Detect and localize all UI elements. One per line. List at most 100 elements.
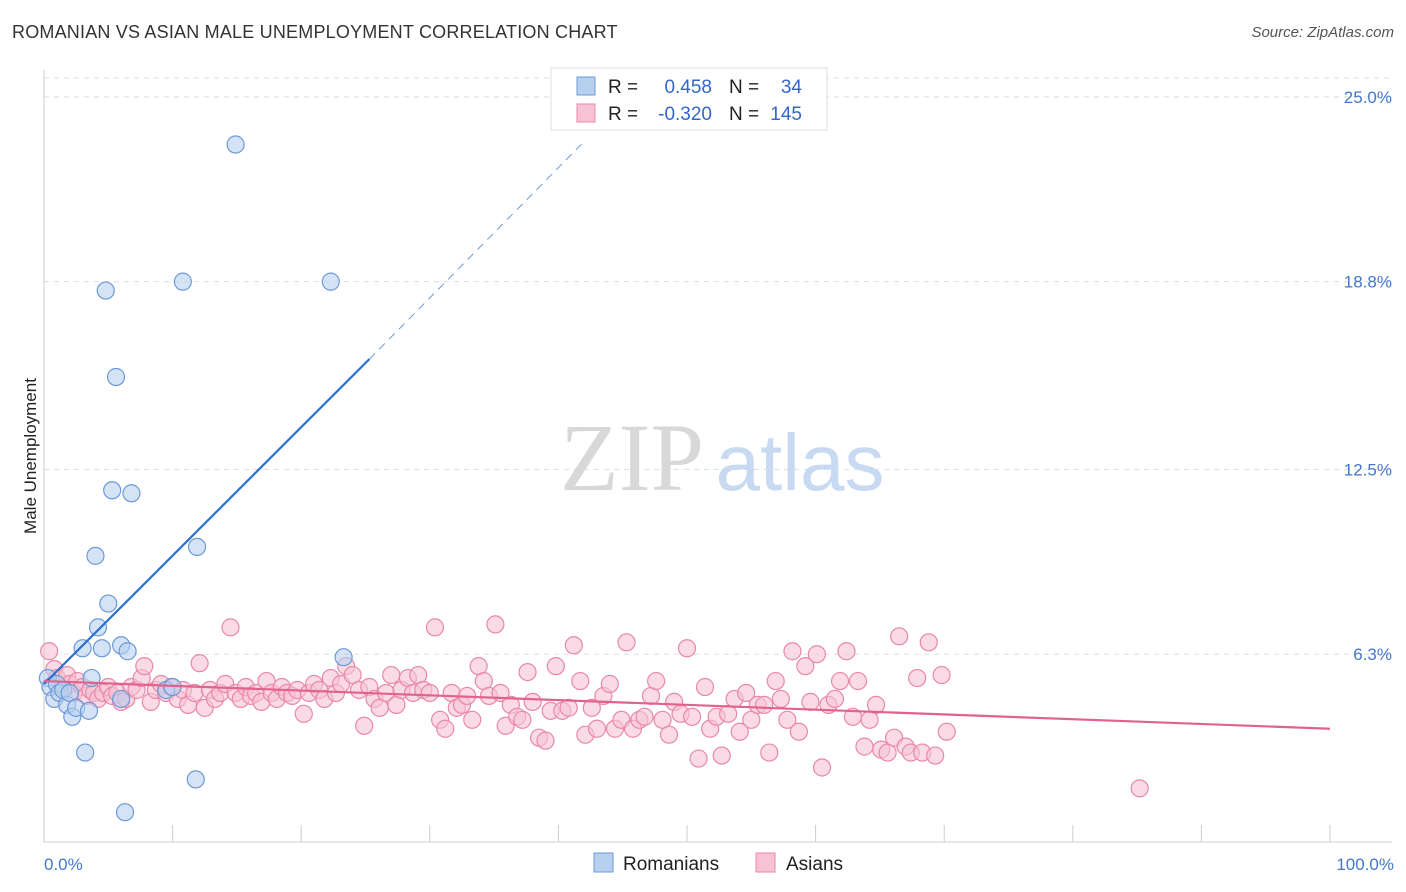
asian-point-63 — [355, 716, 374, 735]
romanian-point-31 — [226, 135, 245, 154]
asian-point-93 — [518, 663, 537, 682]
romanian-point-14 — [86, 546, 105, 565]
asian-point-117 — [659, 725, 679, 744]
asian-point-104 — [582, 698, 601, 717]
asian-point-102 — [571, 671, 590, 691]
asian-point-83 — [463, 710, 482, 729]
asian-point-129 — [730, 722, 749, 741]
bottom-legend-asians: Asians — [786, 854, 843, 875]
legend-n-label-romanians: N = — [729, 77, 759, 98]
asian-point-150 — [855, 737, 874, 756]
asian-point-130 — [737, 683, 756, 703]
asian-point-96 — [536, 731, 555, 750]
y-tick-label-3: 25.0% — [1344, 88, 1392, 107]
x-tick-label-max: 100.0% — [1336, 855, 1394, 874]
legend-swatch-romanians — [576, 76, 596, 96]
romanian-point-10 — [73, 639, 92, 658]
romanian-point-23 — [115, 803, 135, 822]
asian-point-164 — [937, 722, 956, 741]
asian-point-87 — [486, 615, 505, 634]
asian-point-145 — [825, 689, 844, 709]
gridlines — [44, 77, 1392, 655]
asian-point-156 — [890, 627, 909, 646]
romanian-trend-extension — [369, 141, 585, 360]
asian-point-146 — [830, 671, 850, 691]
series-legend: Romanians Asians — [593, 852, 843, 875]
y-tick-labels: 6.3% 12.5% 18.8% 25.0% — [1344, 88, 1392, 664]
asian-points — [40, 615, 1149, 798]
asian-point-121 — [683, 707, 702, 726]
legend-n-value-romanians: 34 — [781, 77, 803, 98]
romanian-point-25 — [122, 484, 141, 503]
asian-point-76 — [425, 618, 445, 637]
bottom-legend-romanians: Romanians — [623, 854, 719, 875]
asian-point-126 — [712, 746, 731, 765]
asian-point-78 — [436, 719, 455, 738]
asian-point-115 — [647, 671, 666, 691]
legend-r-value-romanians: 0.458 — [664, 77, 712, 98]
legend-r-label-asians: R = — [608, 104, 638, 125]
asian-point-163 — [932, 665, 951, 685]
romanian-point-32 — [321, 272, 340, 291]
x-tick-label-min: 0.0% — [44, 855, 83, 874]
asian-point-165 — [1130, 779, 1149, 798]
romanian-point-28 — [173, 272, 192, 291]
asian-point-98 — [546, 657, 565, 676]
asian-point-101 — [564, 636, 583, 655]
romanian-point-21 — [112, 689, 131, 709]
bottom-legend-swatch-romanians — [593, 852, 614, 873]
asian-point-122 — [689, 749, 708, 768]
romanian-point-17 — [96, 281, 115, 300]
legend-swatch-asians — [576, 103, 596, 123]
asian-point-110 — [617, 633, 636, 652]
watermark-zip: ZIP — [560, 404, 704, 511]
trend-lines — [43, 141, 1331, 730]
asian-point-52 — [294, 704, 313, 723]
asian-point-136 — [771, 689, 790, 709]
asian-point-120 — [677, 639, 697, 658]
legend-n-value-asians: 145 — [770, 104, 802, 125]
asian-point-147 — [837, 642, 856, 661]
asian-point-141 — [801, 692, 820, 712]
asian-trend-line — [43, 679, 1331, 730]
y-tick-label-2: 18.8% — [1344, 273, 1392, 292]
asian-point-135 — [766, 671, 785, 691]
romanian-point-33 — [334, 648, 353, 667]
romanian-point-12 — [79, 701, 99, 720]
asian-point-138 — [783, 642, 802, 661]
correlation-legend: R = 0.458 N = 34 R = -0.320 N = 145 — [550, 67, 828, 131]
romanian-point-24 — [118, 642, 137, 661]
asian-point-22 — [135, 657, 154, 676]
legend-n-label-asians: N = — [729, 104, 759, 125]
source-label: Source: ZipAtlas.com — [1251, 24, 1394, 41]
legend-r-label-romanians: R = — [608, 77, 638, 98]
x-axis-ticks — [172, 825, 1331, 842]
y-tick-label-1: 12.5% — [1344, 460, 1392, 479]
asian-point-68 — [382, 665, 401, 685]
chart-title: ROMANIAN VS ASIAN MALE UNEMPLOYMENT CORR… — [12, 22, 618, 42]
asian-point-75 — [420, 683, 439, 703]
asian-point-137 — [778, 710, 797, 729]
asian-point-159 — [908, 668, 927, 688]
asian-point-100 — [559, 698, 578, 717]
romanian-trend-line — [43, 358, 371, 685]
asian-point-143 — [812, 758, 832, 777]
romanian-point-15 — [88, 618, 108, 637]
asian-point-134 — [760, 743, 779, 762]
asian-point-149 — [848, 671, 868, 691]
asian-point-92 — [513, 710, 532, 729]
asian-point-107 — [600, 674, 619, 694]
y-axis-label: Male Unemployment — [21, 378, 40, 534]
legend-box — [550, 67, 828, 131]
romanian-points — [38, 135, 353, 822]
asian-point-94 — [523, 692, 542, 712]
watermark-atlas: atlas — [716, 418, 885, 507]
asian-point-133 — [755, 695, 774, 714]
romanian-point-18 — [99, 594, 118, 613]
asian-point-161 — [919, 633, 938, 652]
romanian-point-30 — [187, 537, 207, 557]
romanian-point-16 — [92, 639, 111, 658]
asian-point-32 — [190, 654, 209, 673]
asian-point-0 — [40, 642, 59, 661]
